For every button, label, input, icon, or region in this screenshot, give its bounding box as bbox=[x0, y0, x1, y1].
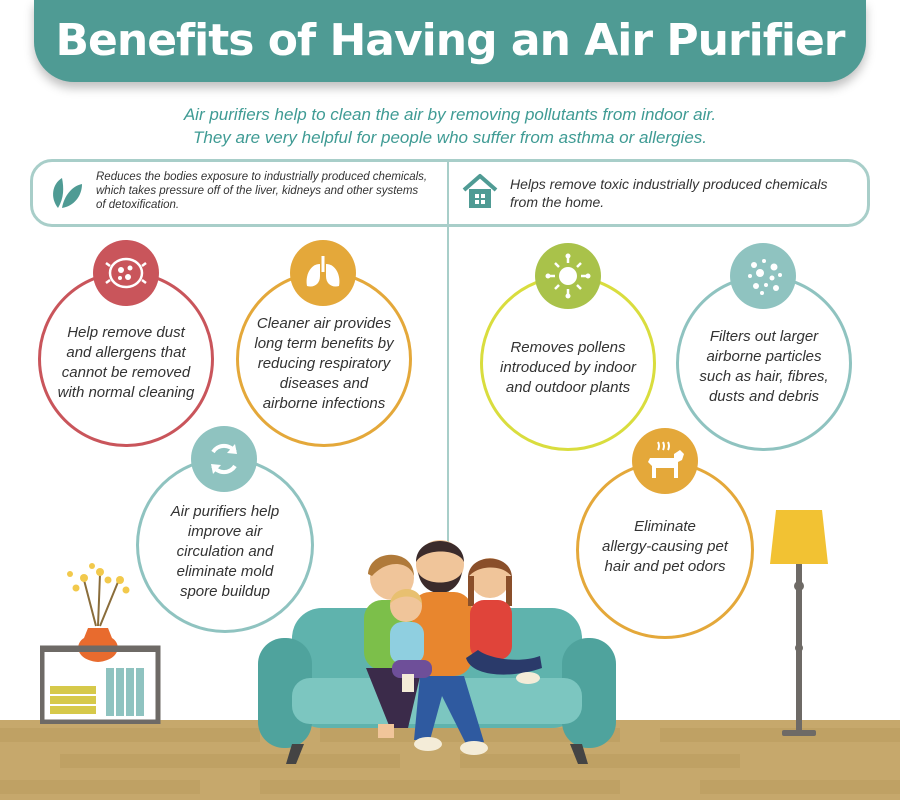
dust-icon bbox=[93, 240, 159, 306]
particles-icon bbox=[730, 243, 796, 309]
benefit-line: Removes pollens bbox=[510, 339, 626, 356]
benefit-line: spore buildup bbox=[179, 583, 271, 600]
benefit-line: Eliminate bbox=[634, 518, 696, 535]
recycle-icon bbox=[191, 426, 257, 492]
subtitle-line-1: Air purifiers help to clean the air by r… bbox=[183, 105, 717, 124]
top-left-line: Reduces the bodies exposure to industria… bbox=[96, 171, 428, 183]
benefit-line: Help remove dust bbox=[67, 324, 185, 341]
vase-icon bbox=[78, 628, 118, 662]
benefit-line: and allergens that bbox=[66, 344, 186, 361]
top-right-line: from the home. bbox=[510, 194, 605, 210]
family-sofa-illustration bbox=[258, 540, 616, 764]
benefit-line: such as hair, fibres, bbox=[699, 368, 829, 385]
pollen-icon bbox=[535, 243, 601, 309]
top-right-line: Helps remove toxic industrially produced… bbox=[510, 176, 828, 192]
benefit-line: circulation and bbox=[176, 543, 274, 560]
benefit-line: cannot be removed bbox=[61, 364, 191, 381]
house-icon bbox=[462, 174, 498, 208]
benefit-line: long term benefits by bbox=[254, 335, 394, 352]
benefit-line: introduced by indoor bbox=[500, 359, 636, 376]
flower-branches-icon bbox=[67, 563, 130, 627]
benefit-line: reducing respiratory bbox=[257, 355, 391, 372]
benefit-line: improve air bbox=[187, 523, 263, 540]
top-left-text: Reduces the bodies exposure to industria… bbox=[96, 170, 427, 212]
benefit-line: allergy-causing pet bbox=[602, 538, 728, 555]
benefit-line: Cleaner air provides bbox=[256, 315, 392, 332]
wooden-floor bbox=[0, 720, 900, 800]
father-figure bbox=[412, 540, 488, 755]
benefit-line: dusts and debris bbox=[708, 388, 820, 405]
benefit-line: and outdoor plants bbox=[505, 379, 631, 396]
benefit-lungs-text: Cleaner air provides long term benefits … bbox=[240, 314, 408, 414]
center-divider bbox=[447, 160, 449, 720]
top-right-text: Helps remove toxic industrially produced… bbox=[510, 175, 827, 211]
dog-icon bbox=[632, 428, 698, 494]
benefit-line: Air purifiers help bbox=[170, 503, 280, 520]
shelf-illustration bbox=[40, 563, 161, 724]
benefit-particles-text: Filters out larger airborne particles su… bbox=[682, 327, 846, 407]
benefit-pollen-text: Removes pollens introduced by indoor and… bbox=[486, 338, 650, 398]
boy-figure bbox=[390, 589, 432, 692]
page-title: Benefits of Having an Air Purifier bbox=[55, 15, 845, 66]
benefit-line: hair and pet odors bbox=[604, 558, 726, 575]
benefit-circulation-text: Air purifiers help improve air circulati… bbox=[140, 502, 310, 602]
title-banner: Benefits of Having an Air Purifier bbox=[34, 0, 866, 82]
leaf-icon bbox=[53, 178, 82, 208]
lungs-icon bbox=[290, 240, 356, 306]
benefit-dust-text: Help remove dust and allergens that cann… bbox=[44, 323, 208, 403]
benefit-line: airborne particles bbox=[706, 348, 822, 365]
top-left-line: which takes pressure off of the liver, k… bbox=[96, 185, 419, 197]
benefit-line: eliminate mold bbox=[176, 563, 274, 580]
benefit-line: with normal cleaning bbox=[57, 384, 195, 401]
floor-lamp-icon bbox=[770, 510, 828, 736]
top-left-line: of detoxification. bbox=[96, 199, 180, 211]
benefit-pets-text: Eliminate allergy-causing pet hair and p… bbox=[582, 517, 748, 577]
info-pill bbox=[30, 159, 870, 227]
girl-figure bbox=[466, 558, 542, 684]
benefit-line: diseases and bbox=[279, 375, 369, 392]
benefit-line: airborne infections bbox=[262, 395, 386, 412]
benefit-line: Filters out larger bbox=[709, 328, 819, 345]
subtitle-line-2: They are very helpful for people who suf… bbox=[192, 128, 708, 147]
